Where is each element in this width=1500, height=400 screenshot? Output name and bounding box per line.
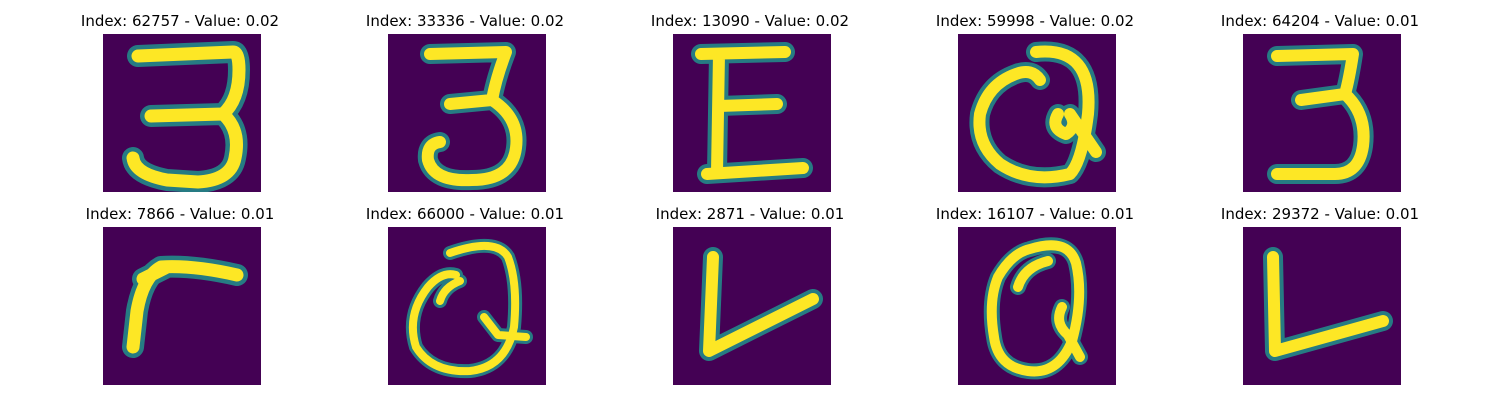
panel-5: Index: 64204 - Value: 0.01	[1170, 0, 1470, 192]
panel-title: Index: 13090 - Value: 0.02	[650, 12, 850, 30]
panel-title: Index: 59998 - Value: 0.02	[935, 12, 1135, 30]
letter-r-image	[103, 227, 261, 385]
letter-l-image	[1243, 227, 1401, 385]
panel-title: Index: 2871 - Value: 0.01	[655, 205, 845, 223]
panel-title: Index: 7866 - Value: 0.01	[85, 205, 275, 223]
letter-v-image	[673, 227, 831, 385]
panel-title: Index: 64204 - Value: 0.01	[1220, 12, 1420, 30]
panel-title: Index: 33336 - Value: 0.02	[365, 12, 565, 30]
panel-4: Index: 59998 - Value: 0.02	[885, 0, 1185, 192]
panel-1: Index: 62757 - Value: 0.02	[30, 0, 330, 192]
digit-three-image	[388, 34, 546, 192]
letter-q-image	[388, 227, 546, 385]
panel-title: Index: 62757 - Value: 0.02	[80, 12, 280, 30]
letter-q-image	[958, 34, 1116, 192]
panel-7: Index: 66000 - Value: 0.01	[315, 193, 615, 385]
letter-e-image	[673, 34, 831, 192]
digit-three-image	[1243, 34, 1401, 192]
panel-3: Index: 13090 - Value: 0.02	[600, 0, 900, 192]
panel-9: Index: 16107 - Value: 0.01	[885, 193, 1185, 385]
panel-10: Index: 29372 - Value: 0.01	[1170, 193, 1470, 385]
panel-title: Index: 29372 - Value: 0.01	[1220, 205, 1420, 223]
panel-title: Index: 16107 - Value: 0.01	[935, 205, 1135, 223]
panel-8: Index: 2871 - Value: 0.01	[600, 193, 900, 385]
panel-title: Index: 66000 - Value: 0.01	[365, 205, 565, 223]
panel-2: Index: 33336 - Value: 0.02	[315, 0, 615, 192]
letter-q-image	[958, 227, 1116, 385]
digit-three-image	[103, 34, 261, 192]
panel-6: Index: 7866 - Value: 0.01	[30, 193, 330, 385]
